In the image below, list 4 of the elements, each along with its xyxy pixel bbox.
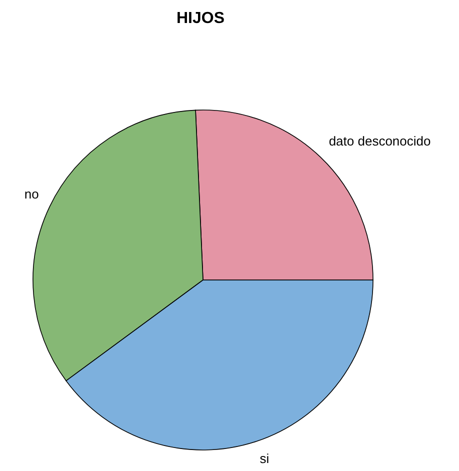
slice-label: dato desconocido (328, 134, 431, 149)
slice-label: si (260, 450, 270, 466)
slice-label: no (24, 186, 39, 202)
chart-title: HIJOS (176, 10, 225, 27)
